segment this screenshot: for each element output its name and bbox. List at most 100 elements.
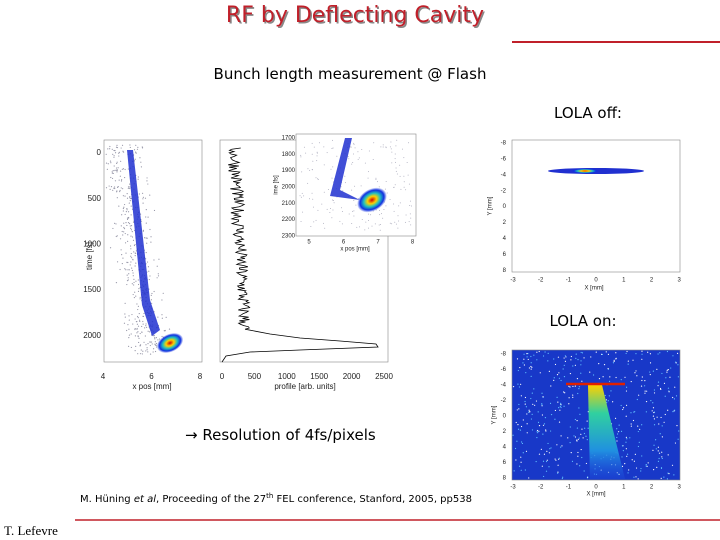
noise-dot <box>139 344 142 346</box>
noise-dot <box>139 332 141 335</box>
noise-dot <box>340 186 342 188</box>
noise-dot <box>129 144 131 146</box>
noise-dot <box>584 427 586 429</box>
noise-dot <box>512 386 515 388</box>
noise-dot <box>393 210 395 212</box>
y-tick-label: 2300 <box>282 233 296 239</box>
noise-dot <box>630 380 632 383</box>
y-tick-label: 1900 <box>282 168 296 174</box>
noise-dot <box>646 465 648 468</box>
noise-dot <box>668 472 670 475</box>
noise-dot <box>139 296 141 298</box>
noise-dot <box>651 410 653 412</box>
noise-dot <box>558 372 560 374</box>
noise-dot <box>394 158 396 160</box>
noise-dot <box>572 394 574 396</box>
noise-dot <box>149 275 151 277</box>
noise-dot <box>130 252 132 255</box>
y-tick-label: 1800 <box>282 152 296 158</box>
lola-on-plume <box>588 385 625 479</box>
noise-dot <box>530 368 532 370</box>
noise-dot <box>649 362 652 364</box>
y-tick-label: 2000 <box>282 184 296 190</box>
noise-dot <box>638 394 640 396</box>
noise-dot <box>107 163 109 165</box>
noise-dot <box>524 400 526 403</box>
noise-dot <box>672 411 674 413</box>
noise-dot <box>577 392 579 395</box>
noise-dot <box>675 395 678 397</box>
noise-dot <box>517 428 520 430</box>
noise-dot <box>127 261 129 264</box>
y-axis-label: Y [mm] <box>492 405 498 424</box>
noise-dot <box>123 203 126 206</box>
noise-dot <box>539 372 541 374</box>
noise-dot <box>531 392 533 394</box>
noise-dot <box>518 408 520 410</box>
noise-dot <box>674 442 677 444</box>
noise-dot <box>364 229 366 231</box>
noise-dot <box>136 148 139 150</box>
noise-dot <box>560 402 562 404</box>
noise-dot <box>625 448 627 450</box>
noise-dot <box>653 389 656 391</box>
noise-dot <box>410 205 412 207</box>
noise-dot <box>518 386 521 388</box>
noise-dot <box>367 177 369 179</box>
noise-dot <box>142 196 144 198</box>
footer: T. Lefevre <box>4 523 58 538</box>
noise-dot <box>580 433 582 435</box>
noise-dot <box>168 328 171 330</box>
noise-dot <box>141 146 143 148</box>
noise-dot <box>116 146 119 149</box>
noise-dot <box>398 220 400 222</box>
noise-dot <box>577 455 579 457</box>
noise-dot <box>112 170 114 172</box>
noise-dot <box>133 251 135 253</box>
noise-dot <box>326 208 328 210</box>
noise-dot <box>316 155 318 157</box>
noise-dot <box>624 463 626 465</box>
noise-dot <box>661 425 663 427</box>
noise-dot <box>537 421 540 424</box>
noise-dot <box>390 141 392 143</box>
noise-dot <box>116 261 119 263</box>
noise-dot <box>545 430 547 432</box>
noise-dot <box>541 392 543 394</box>
noise-dot <box>121 144 124 146</box>
noise-dot <box>576 377 579 380</box>
noise-dot <box>626 455 628 457</box>
noise-dot <box>529 411 531 413</box>
noise-dot <box>126 218 129 220</box>
noise-dot <box>135 144 137 146</box>
noise-dot <box>667 454 669 456</box>
noise-dot <box>649 353 652 355</box>
y-tick-label: -8 <box>501 352 507 358</box>
noise-dot <box>653 411 655 414</box>
noise-dot <box>130 227 132 229</box>
noise-dot <box>154 344 157 346</box>
noise-dot <box>672 396 674 399</box>
y-tick-label: 0 <box>503 204 507 210</box>
noise-dot <box>145 350 147 352</box>
noise-dot <box>606 401 608 403</box>
noise-dot <box>630 423 632 425</box>
noise-dot <box>158 258 160 260</box>
noise-dot <box>621 445 624 447</box>
noise-dot <box>145 344 147 346</box>
noise-dot <box>383 208 385 210</box>
noise-dot <box>311 169 313 171</box>
noise-dot <box>122 151 125 153</box>
noise-dot <box>135 280 137 282</box>
noise-dot <box>633 476 635 478</box>
noise-dot <box>524 403 526 405</box>
noise-dot <box>635 353 637 355</box>
noise-dot <box>146 177 148 179</box>
noise-dot <box>660 388 662 391</box>
noise-dot <box>129 225 131 227</box>
noise-dot <box>536 431 538 433</box>
noise-dot <box>660 467 663 469</box>
noise-dot <box>154 343 156 345</box>
noise-dot <box>305 152 307 154</box>
noise-dot <box>354 147 356 149</box>
